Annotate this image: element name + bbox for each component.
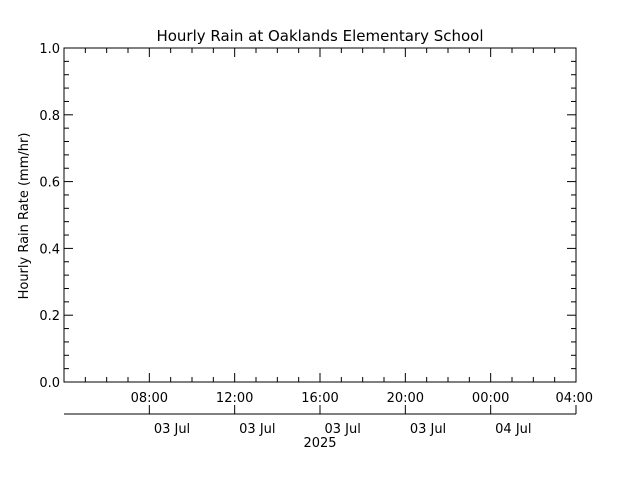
y-tick-label: 0.2 xyxy=(39,309,60,324)
chart-title: Hourly Rain at Oaklands Elementary Schoo… xyxy=(156,27,483,45)
year-label: 2025 xyxy=(303,436,336,451)
y-axis-ticks: 0.0 0.2 0.4 0.6 0.8 1.0 xyxy=(39,42,576,391)
date-tick-label: 03 Jul xyxy=(239,422,275,437)
x-tick-label: 16:00 xyxy=(301,391,338,406)
x-tick-label: 20:00 xyxy=(387,391,424,406)
y-tick-label: 0.0 xyxy=(39,376,60,391)
x-axis-ticks: 08:00 12:00 16:00 20:00 00:00 04:00 xyxy=(84,48,593,406)
x-tick-label: 00:00 xyxy=(472,391,509,406)
date-tick-label: 03 Jul xyxy=(154,422,190,437)
y-tick-label: 1.0 xyxy=(39,42,60,57)
y-tick-label: 0.4 xyxy=(39,242,60,257)
x-tick-label: 08:00 xyxy=(131,391,168,406)
date-tick-label: 03 Jul xyxy=(410,422,446,437)
date-tick-label: 03 Jul xyxy=(324,422,360,437)
y-tick-label: 0.6 xyxy=(39,176,60,191)
y-axis-label: Hourly Rain Rate (mm/hr) xyxy=(17,133,32,300)
y-tick-label: 0.8 xyxy=(39,109,60,124)
date-tick-label: 04 Jul xyxy=(495,422,531,437)
x-tick-label: 04:00 xyxy=(556,391,593,406)
x-tick-label: 12:00 xyxy=(216,391,253,406)
date-axis-ticks: 03 Jul 03 Jul 03 Jul 03 Jul 04 Jul xyxy=(148,405,577,437)
